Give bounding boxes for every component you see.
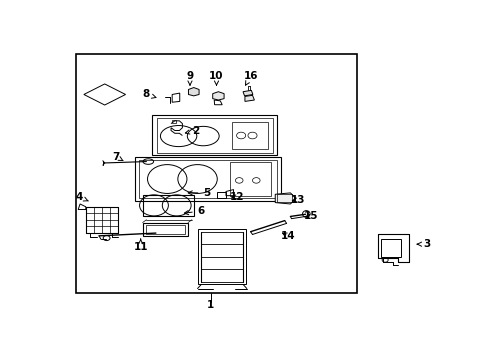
Bar bbox=[216, 192, 225, 198]
Polygon shape bbox=[243, 90, 252, 96]
Bar bbox=[380, 239, 401, 257]
Polygon shape bbox=[275, 193, 296, 204]
Text: 4: 4 bbox=[76, 192, 88, 202]
Bar bbox=[76, 54, 356, 293]
Text: 6: 6 bbox=[184, 206, 204, 216]
Bar bbox=[231, 122, 267, 149]
Bar bbox=[85, 207, 118, 233]
Polygon shape bbox=[188, 87, 199, 96]
Text: 1: 1 bbox=[207, 300, 214, 310]
Polygon shape bbox=[78, 204, 85, 210]
Bar bbox=[229, 162, 271, 195]
Text: 15: 15 bbox=[304, 211, 318, 221]
Text: 9: 9 bbox=[186, 72, 193, 85]
Text: 14: 14 bbox=[281, 231, 295, 241]
Bar bbox=[139, 159, 277, 198]
Text: 3: 3 bbox=[416, 239, 429, 249]
Text: 16: 16 bbox=[243, 72, 257, 85]
Text: 2: 2 bbox=[185, 126, 199, 135]
Bar bbox=[142, 195, 193, 216]
Bar bbox=[142, 222, 188, 236]
Text: 7: 7 bbox=[112, 152, 122, 162]
Bar bbox=[171, 120, 175, 123]
Bar bbox=[135, 157, 281, 201]
Text: 12: 12 bbox=[230, 192, 244, 202]
Text: 13: 13 bbox=[290, 195, 305, 205]
Text: 5: 5 bbox=[188, 188, 210, 198]
Polygon shape bbox=[244, 95, 254, 102]
Bar bbox=[156, 118, 272, 153]
Polygon shape bbox=[212, 92, 224, 100]
Bar bbox=[277, 194, 292, 202]
Bar bbox=[152, 115, 277, 156]
Text: 8: 8 bbox=[142, 90, 156, 99]
Bar bbox=[198, 229, 245, 284]
Text: 10: 10 bbox=[209, 72, 224, 85]
Text: 11: 11 bbox=[133, 239, 148, 252]
Bar bbox=[145, 225, 184, 234]
